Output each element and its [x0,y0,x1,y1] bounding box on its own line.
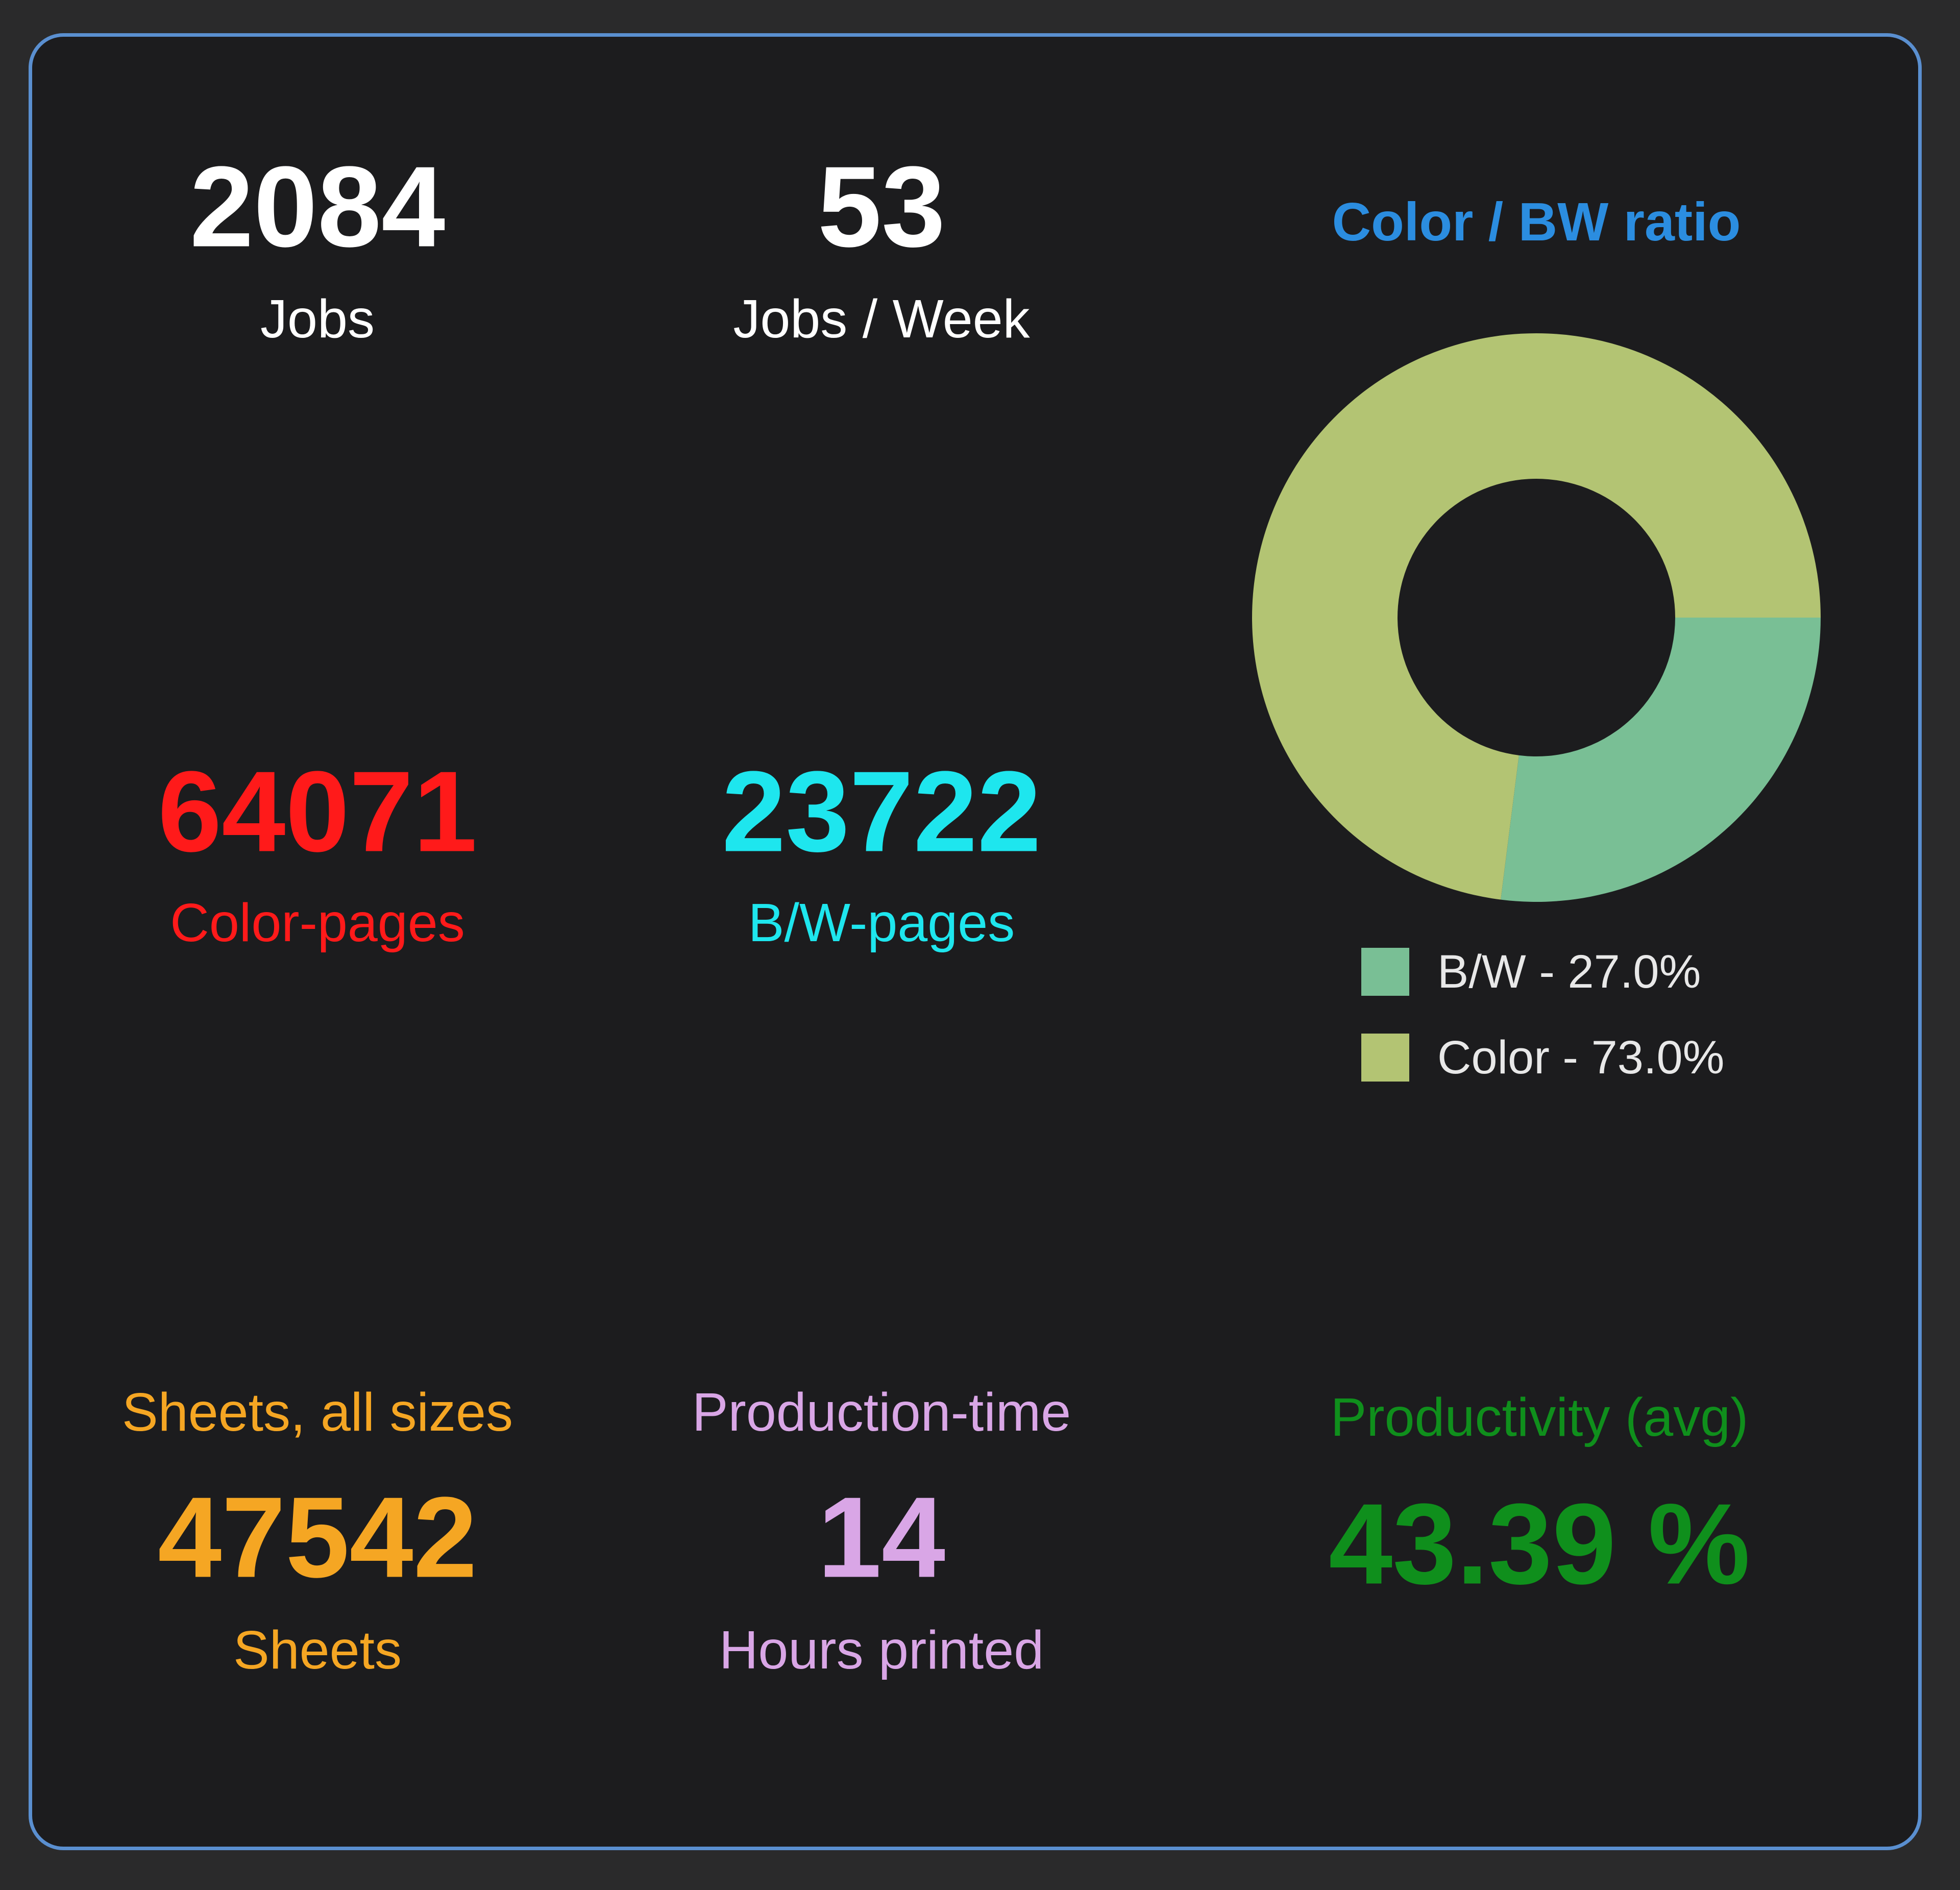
donut-slice-color[interactable] [1252,333,1821,900]
legend-item-color[interactable]: Color - 73.0% [1361,1034,1724,1082]
jobs-per-week-label: Jobs / Week [733,289,1030,349]
legend-label: B/W - 27.0% [1437,946,1701,998]
legend-label: Color - 73.0% [1437,1032,1725,1084]
jobs-per-week-value: 53 [817,142,946,271]
chart-title: Color / BW ratio [1332,192,1741,252]
printer-stats-card [29,33,1922,1850]
sheets-value: 47542 [158,1472,477,1602]
sheets-label: Sheets [233,1620,402,1680]
production-time-title: Production-time [692,1382,1071,1442]
productivity-title: Productivity (avg) [1330,1387,1749,1447]
productivity-value: 43.39 % [1329,1479,1750,1608]
production-time-value: 14 [817,1472,946,1602]
donut-slice-b-w[interactable] [1501,618,1821,902]
production-time-label: Hours printed [719,1620,1044,1680]
jobs-value: 2084 [189,142,446,271]
legend-swatch [1361,948,1409,996]
color-pages-value: 64071 [158,747,477,876]
legend-item-b-w[interactable]: B/W - 27.0% [1361,948,1701,996]
bw-pages-value: 23722 [722,747,1041,876]
legend-swatch [1361,1034,1409,1082]
color-pages-label: Color-pages [170,893,465,953]
sheets-title: Sheets, all sizes [122,1382,513,1442]
bw-pages-label: B/W-pages [748,893,1015,953]
jobs-label: Jobs [260,289,375,349]
